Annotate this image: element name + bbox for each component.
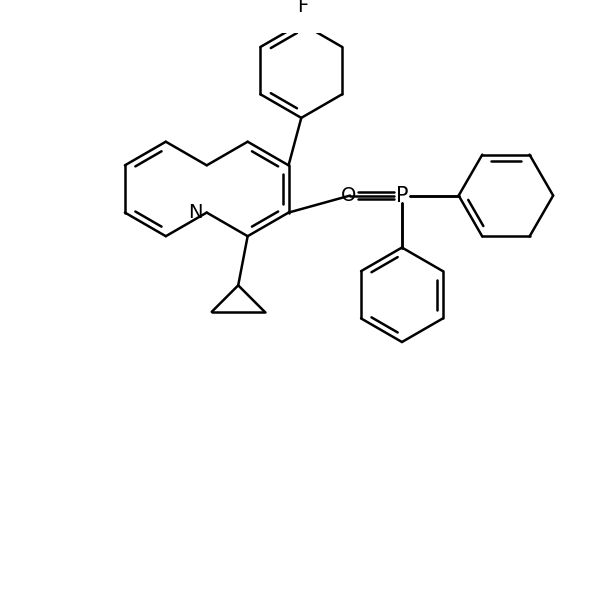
Text: O: O: [341, 186, 357, 205]
Text: F: F: [298, 0, 309, 16]
Text: N: N: [188, 203, 203, 222]
Text: P: P: [396, 185, 408, 206]
